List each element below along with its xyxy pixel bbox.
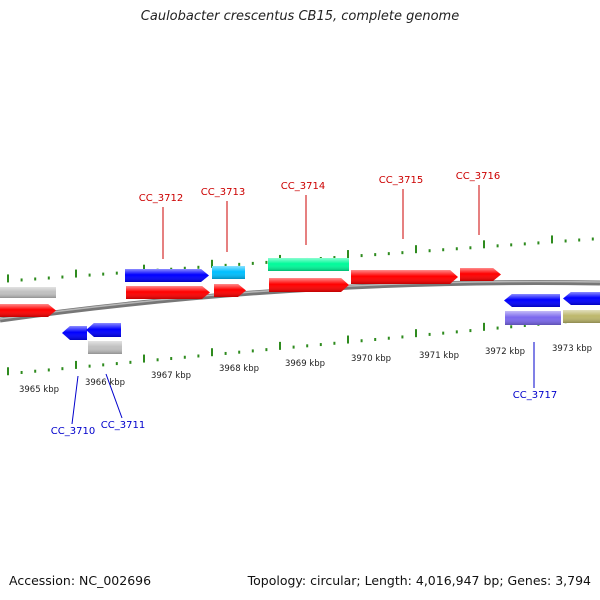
- ruler-label: 3972 kbp: [485, 347, 525, 357]
- feature-gloss: [460, 268, 501, 281]
- feature-gloss: [86, 323, 121, 337]
- minus-feature-label: CC_3717: [513, 390, 557, 401]
- ruler-labels: 3965 kbp 3966 kbp 3967 kbp 3968 kbp 3969 kbp…: [19, 344, 592, 395]
- ruler-label: 3966 kbp: [85, 378, 125, 388]
- feature-gloss: [126, 286, 210, 299]
- plus-feature-label: CC_3712: [139, 193, 183, 204]
- ruler-label: 3965 kbp: [19, 385, 59, 395]
- accession-text: Accession: NC_002696: [9, 573, 152, 588]
- ruler-label: 3971 kbp: [419, 351, 459, 361]
- feature-gloss: [214, 284, 246, 297]
- label-leader-line: [71, 375, 79, 425]
- ruler-label: 3969 kbp: [285, 359, 325, 369]
- genome-summary-text: Topology: circular; Length: 4,016,947 bp…: [247, 573, 591, 588]
- label-leader-lines: [71, 185, 535, 425]
- feature-gloss: [0, 287, 56, 298]
- minus-feature-label: CC_3711: [101, 420, 145, 431]
- feature-labels: CC_3712 CC_3713 CC_3714 CC_3715 CC_3716 CC_37…: [51, 171, 557, 437]
- feature-track: [0, 258, 600, 354]
- feature-gloss: [62, 326, 87, 340]
- feature-gloss: [268, 258, 349, 271]
- ruler-label: 3968 kbp: [219, 364, 259, 374]
- plus-feature-label: CC_3715: [379, 175, 423, 186]
- feature-gloss: [88, 341, 122, 354]
- feature-gloss: [269, 278, 349, 292]
- plus-feature-label: CC_3713: [201, 187, 245, 198]
- feature-gloss: [351, 270, 458, 284]
- map-title: Caulobacter crescentus CB15, complete ge…: [140, 9, 460, 24]
- plus-feature-label: CC_3714: [281, 181, 325, 192]
- feature-gloss: [0, 304, 56, 317]
- feature-gloss: [504, 294, 560, 307]
- feature-gloss: [563, 292, 600, 305]
- feature-gloss: [212, 266, 245, 279]
- ruler-label: 3970 kbp: [351, 354, 391, 364]
- feature-gloss: [125, 269, 209, 282]
- feature-gloss: [563, 310, 600, 323]
- minus-feature-label: CC_3710: [51, 426, 95, 437]
- ruler-label: 3967 kbp: [151, 371, 191, 381]
- label-leader-line: [105, 373, 123, 419]
- tick-marks: [7, 235, 594, 376]
- plus-feature-label: CC_3716: [456, 171, 500, 182]
- ruler-label: 3973 kbp: [552, 344, 592, 354]
- feature-gloss: [505, 311, 561, 325]
